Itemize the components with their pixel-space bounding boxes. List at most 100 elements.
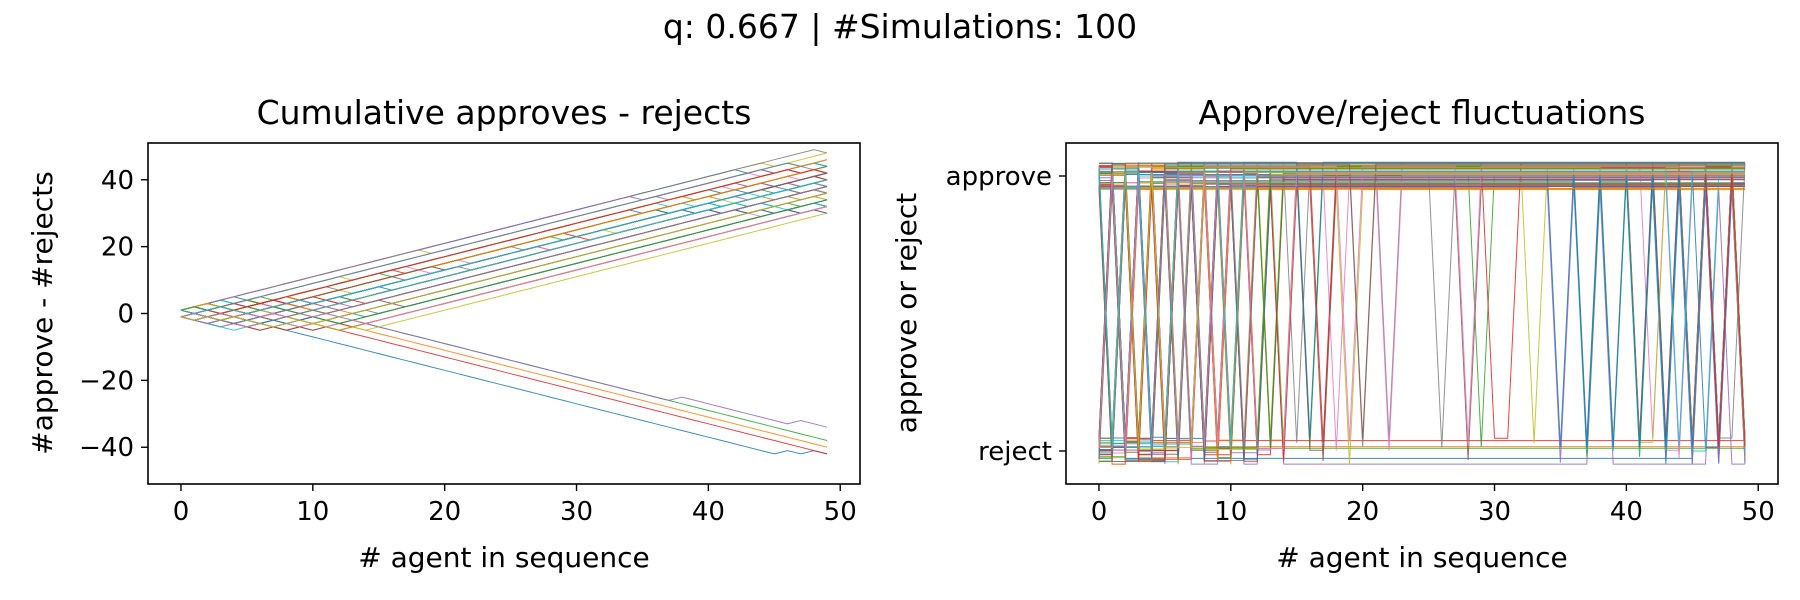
right-chart-series-line: [1098, 183, 1746, 460]
right-chart-series-line: [1099, 180, 1746, 456]
right-chart-series-line: [1098, 177, 1746, 454]
right-chart-x-tick-label: 10: [1214, 497, 1247, 527]
left-chart-y-tick-label: −40: [79, 433, 134, 463]
right-chart-series-line: [1099, 165, 1746, 442]
left-chart-series-line: [180, 312, 828, 455]
right-chart-series-line: [1099, 186, 1745, 463]
right-chart-series-line: [1099, 170, 1745, 447]
right-chart-series-line: [1099, 182, 1746, 458]
right-chart-series-line: [1098, 167, 1745, 444]
right-chart-series-line: [1099, 163, 1745, 439]
left-chart-series-line: [180, 159, 828, 315]
right-chart-series-line: [1098, 167, 1745, 444]
right-chart-series-line: [1099, 172, 1745, 448]
right-chart-series-line: [1098, 171, 1746, 448]
right-chart-series-line: [1098, 165, 1746, 442]
right-chart-series-line: [1098, 173, 1745, 450]
right-chart-series-line: [1098, 175, 1745, 452]
left-chart-x-tick-label: 0: [173, 497, 190, 527]
left-chart-series-line: [180, 179, 828, 315]
left-chart-y-axis-label: #approve - #rejects: [26, 171, 59, 454]
right-chart-series-line: [1098, 176, 1745, 453]
right-chart: Approve/reject fluctuations 0 10 20 30 40 50 …: [890, 93, 1779, 574]
right-chart-y-tick-label: approve: [946, 162, 1052, 192]
left-chart-x-tick-label: 20: [428, 497, 461, 527]
right-chart-series-line: [1099, 184, 1745, 461]
left-chart-series-line: [180, 192, 828, 328]
left-chart-series-line: [180, 306, 828, 455]
left-chart-series-line: [180, 182, 828, 318]
right-chart-series-line: [1099, 181, 1746, 458]
right-chart-series-line: [1099, 165, 1745, 442]
left-chart-series-line: [180, 186, 828, 315]
right-chart-series-line: [1099, 166, 1746, 443]
right-chart-series-line: [1099, 187, 1746, 463]
right-chart-series-line: [1099, 174, 1746, 451]
left-chart-series-line: [180, 199, 828, 331]
right-chart-series-line: [1098, 174, 1745, 451]
right-chart-series-line: [1099, 175, 1745, 451]
right-chart-series-line: [1098, 188, 1745, 465]
left-chart-x-axis-label: # agent in sequence: [358, 541, 650, 574]
right-chart-y-ticks: reject approve: [946, 162, 1066, 467]
right-chart-series-line: [1099, 172, 1745, 449]
left-chart-series-line: [180, 172, 828, 321]
right-chart-series-line: [1099, 173, 1745, 450]
right-chart-series-line: [1099, 170, 1745, 447]
left-chart-series-line: [180, 186, 828, 325]
right-chart-series-line: [1099, 162, 1745, 439]
right-chart-series-line: [1099, 178, 1745, 455]
right-chart-series-line: [1099, 182, 1745, 459]
left-chart-series-line: [180, 186, 828, 321]
left-chart-series-line: [180, 169, 828, 325]
left-chart: Cumulative approves - rejects 0 10 20 30 40 5…: [26, 93, 861, 574]
right-chart-series-line: [1098, 171, 1746, 448]
right-chart-y-tick-label: reject: [978, 437, 1052, 467]
left-chart-y-tick-label: 0: [117, 300, 134, 330]
right-chart-x-tick-label: 50: [1742, 497, 1775, 527]
left-chart-y-tick-label: 40: [101, 166, 134, 196]
left-chart-series-line: [180, 159, 828, 321]
left-chart-series-line: [180, 172, 828, 321]
right-chart-series-line: [1098, 170, 1745, 447]
right-chart-frame: [1065, 142, 1779, 485]
left-chart-x-tick-label: 50: [824, 497, 857, 527]
left-chart-y-ticks: −40 −20 0 20 40: [79, 166, 148, 463]
left-chart-x-ticks: 0 10 20 30 40 50: [173, 484, 857, 527]
right-chart-series-line: [1099, 185, 1745, 462]
left-chart-x-tick-label: 10: [296, 497, 329, 527]
right-chart-series-line: [1099, 188, 1746, 464]
right-chart-series-line: [1099, 162, 1745, 439]
right-chart-series-line: [1098, 164, 1745, 441]
left-chart-series-line: [180, 169, 828, 321]
right-chart-series-group: [1098, 161, 1746, 465]
right-chart-series-line: [1099, 170, 1745, 447]
right-chart-series-line: [1099, 179, 1745, 456]
right-chart-series-line: [1099, 162, 1746, 439]
left-chart-series-line: [180, 209, 828, 318]
right-chart-series-line: [1098, 165, 1746, 442]
left-chart-series-line: [180, 179, 828, 325]
right-chart-series-line: [1098, 163, 1745, 440]
right-chart-series-line: [1098, 183, 1745, 460]
right-chart-series-line: [1099, 185, 1745, 462]
right-chart-series-line: [1098, 183, 1746, 459]
right-chart-y-axis-label: approve or reject: [890, 193, 923, 433]
left-chart-series-line: [180, 179, 828, 315]
right-chart-series-line: [1098, 182, 1745, 458]
right-chart-series-line: [1099, 171, 1745, 448]
right-chart-series-line: [1099, 166, 1745, 443]
right-chart-series-line: [1098, 161, 1745, 438]
left-chart-series-line: [180, 302, 828, 448]
left-chart-series-group: [180, 149, 828, 455]
right-chart-series-line: [1099, 183, 1745, 460]
right-chart-series-line: [1099, 189, 1745, 465]
right-chart-series-line: [1099, 185, 1745, 462]
right-chart-x-tick-label: 40: [1610, 497, 1643, 527]
right-chart-series-line: [1099, 166, 1746, 443]
right-chart-series-line: [1099, 186, 1746, 462]
right-chart-x-axis-label: # agent in sequence: [1276, 541, 1568, 574]
right-chart-series-line: [1099, 173, 1745, 450]
left-chart-series-line: [180, 185, 828, 318]
left-chart-series-line: [180, 172, 828, 321]
